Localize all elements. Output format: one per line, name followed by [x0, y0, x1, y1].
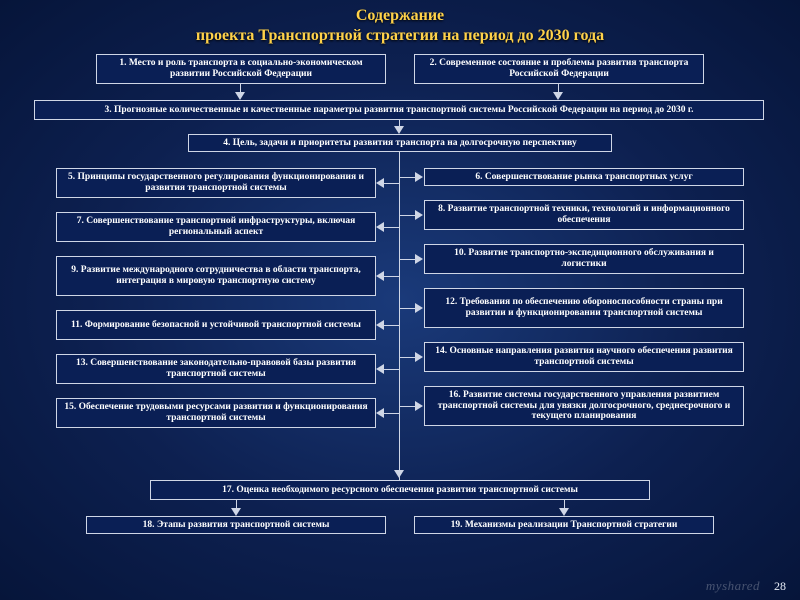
al-13	[376, 364, 384, 374]
arrow-1-3	[235, 92, 245, 100]
watermark: myshared	[706, 578, 760, 594]
box-16: 16. Развитие системы государственного уп…	[424, 386, 744, 426]
arrow-2-3	[553, 92, 563, 100]
box-15: 15. Обеспечение трудовыми ресурсами разв…	[56, 398, 376, 428]
h-l-15	[384, 413, 400, 414]
arrow-17-18	[231, 508, 241, 516]
spine	[399, 152, 400, 480]
arrow-17-19	[559, 508, 569, 516]
title-line2: проекта Транспортной стратегии на период…	[196, 27, 604, 44]
box-9: 9. Развитие международного сотрудничеств…	[56, 256, 376, 296]
box-17: 17. Оценка необходимого ресурсного обесп…	[150, 480, 650, 500]
ar-12	[415, 303, 423, 313]
h-l-9	[384, 276, 400, 277]
box-4: 4. Цель, задачи и приоритеты развития тр…	[188, 134, 612, 152]
box-3: 3. Прогнозные количественные и качествен…	[34, 100, 764, 120]
page-number: 28	[774, 579, 786, 594]
box-11: 11. Формирование безопасной и устойчивой…	[56, 310, 376, 340]
ar-8	[415, 210, 423, 220]
ar-6	[415, 172, 423, 182]
h-l-13	[384, 369, 400, 370]
al-9	[376, 271, 384, 281]
box-6: 6. Совершенствование рынка транспортных …	[424, 168, 744, 186]
box-2: 2. Современное состояние и проблемы разв…	[414, 54, 704, 84]
h-l-7	[384, 227, 400, 228]
box-14: 14. Основные направления развития научно…	[424, 342, 744, 372]
box-7: 7. Совершенствование транспортной инфрас…	[56, 212, 376, 242]
box-19: 19. Механизмы реализации Транспортной ст…	[414, 516, 714, 534]
h-l-11	[384, 325, 400, 326]
ar-14	[415, 352, 423, 362]
al-15	[376, 408, 384, 418]
box-12: 12. Требования по обеспечению обороноспо…	[424, 288, 744, 328]
ar-10	[415, 254, 423, 264]
box-13: 13. Совершенствование законодательно-пра…	[56, 354, 376, 384]
box-1: 1. Место и роль транспорта в социально-э…	[96, 54, 386, 84]
box-10: 10. Развитие транспортно-экспедиционного…	[424, 244, 744, 274]
ar-16	[415, 401, 423, 411]
spine-arrowhead	[394, 470, 404, 478]
box-18: 18. Этапы развития транспортной системы	[86, 516, 386, 534]
al-7	[376, 222, 384, 232]
box-5: 5. Принципы государственного регулирован…	[56, 168, 376, 198]
h-l-5	[384, 183, 400, 184]
al-5	[376, 178, 384, 188]
title-line1: Содержание	[356, 7, 444, 24]
box-8: 8. Развитие транспортной техники, технол…	[424, 200, 744, 230]
al-11	[376, 320, 384, 330]
arrow-3-4	[394, 126, 404, 134]
